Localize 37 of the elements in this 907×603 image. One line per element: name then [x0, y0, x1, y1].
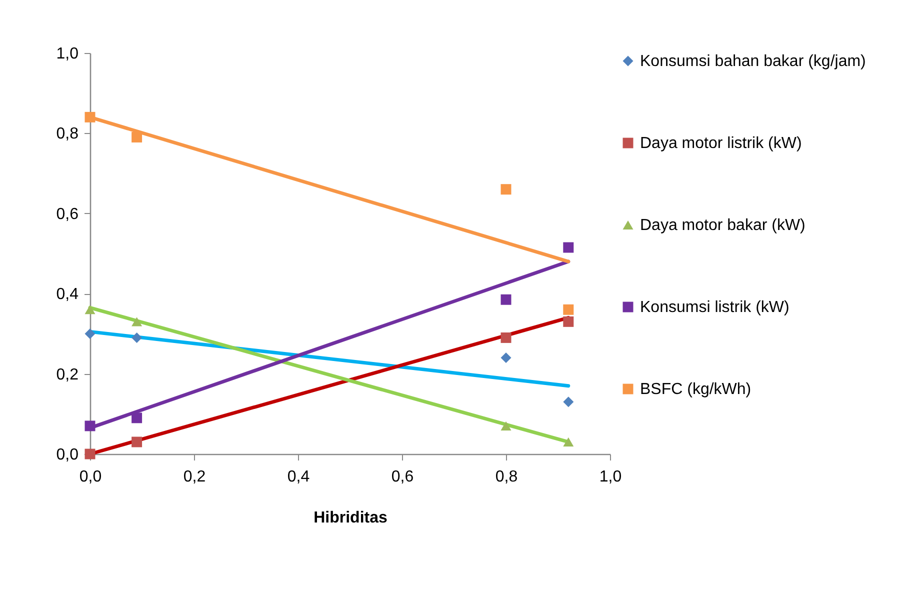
point	[132, 436, 142, 448]
x-tick-label: 1,0	[599, 468, 622, 486]
legend-label: Daya motor listrik (kW)	[640, 135, 802, 152]
x-tick-label: 0,0	[79, 468, 102, 486]
point	[84, 328, 96, 339]
point	[563, 304, 574, 315]
y-tick-label: 0,0	[56, 446, 79, 464]
y-tick-label: 0,6	[56, 206, 79, 223]
point	[132, 132, 142, 142]
y-tick-label: 0,2	[56, 366, 79, 384]
point	[84, 305, 96, 314]
point	[132, 412, 142, 424]
point	[563, 437, 574, 447]
point	[563, 242, 574, 253]
point	[563, 316, 574, 327]
y-tick-label: 0,8	[56, 126, 79, 143]
legend-label: Konsumsi bahan bakar (kg/jam)	[640, 53, 866, 70]
point	[500, 184, 512, 195]
point	[132, 332, 142, 343]
x-tick-label: 0,6	[391, 468, 414, 486]
point	[500, 352, 512, 364]
y-tick-label: 0,4	[56, 286, 79, 304]
legend-label: Konsumsi listrik (kW)	[640, 299, 790, 316]
x-tick-label: 0,4	[287, 468, 310, 486]
point	[563, 396, 574, 408]
legend-label: BSFC (kg/kWh)	[640, 381, 752, 398]
x-tick-label: 0,2	[183, 468, 206, 486]
point	[84, 112, 96, 122]
point	[500, 294, 512, 305]
point	[132, 317, 142, 326]
point	[500, 332, 512, 343]
x-tick-label: 0,8	[495, 468, 518, 486]
point	[500, 421, 512, 430]
y-tick-label: 1,0	[56, 46, 79, 62]
point	[84, 420, 96, 432]
legend-label: Daya motor bakar (kW)	[640, 217, 806, 234]
x-axis-title: Hibriditas	[314, 510, 388, 526]
